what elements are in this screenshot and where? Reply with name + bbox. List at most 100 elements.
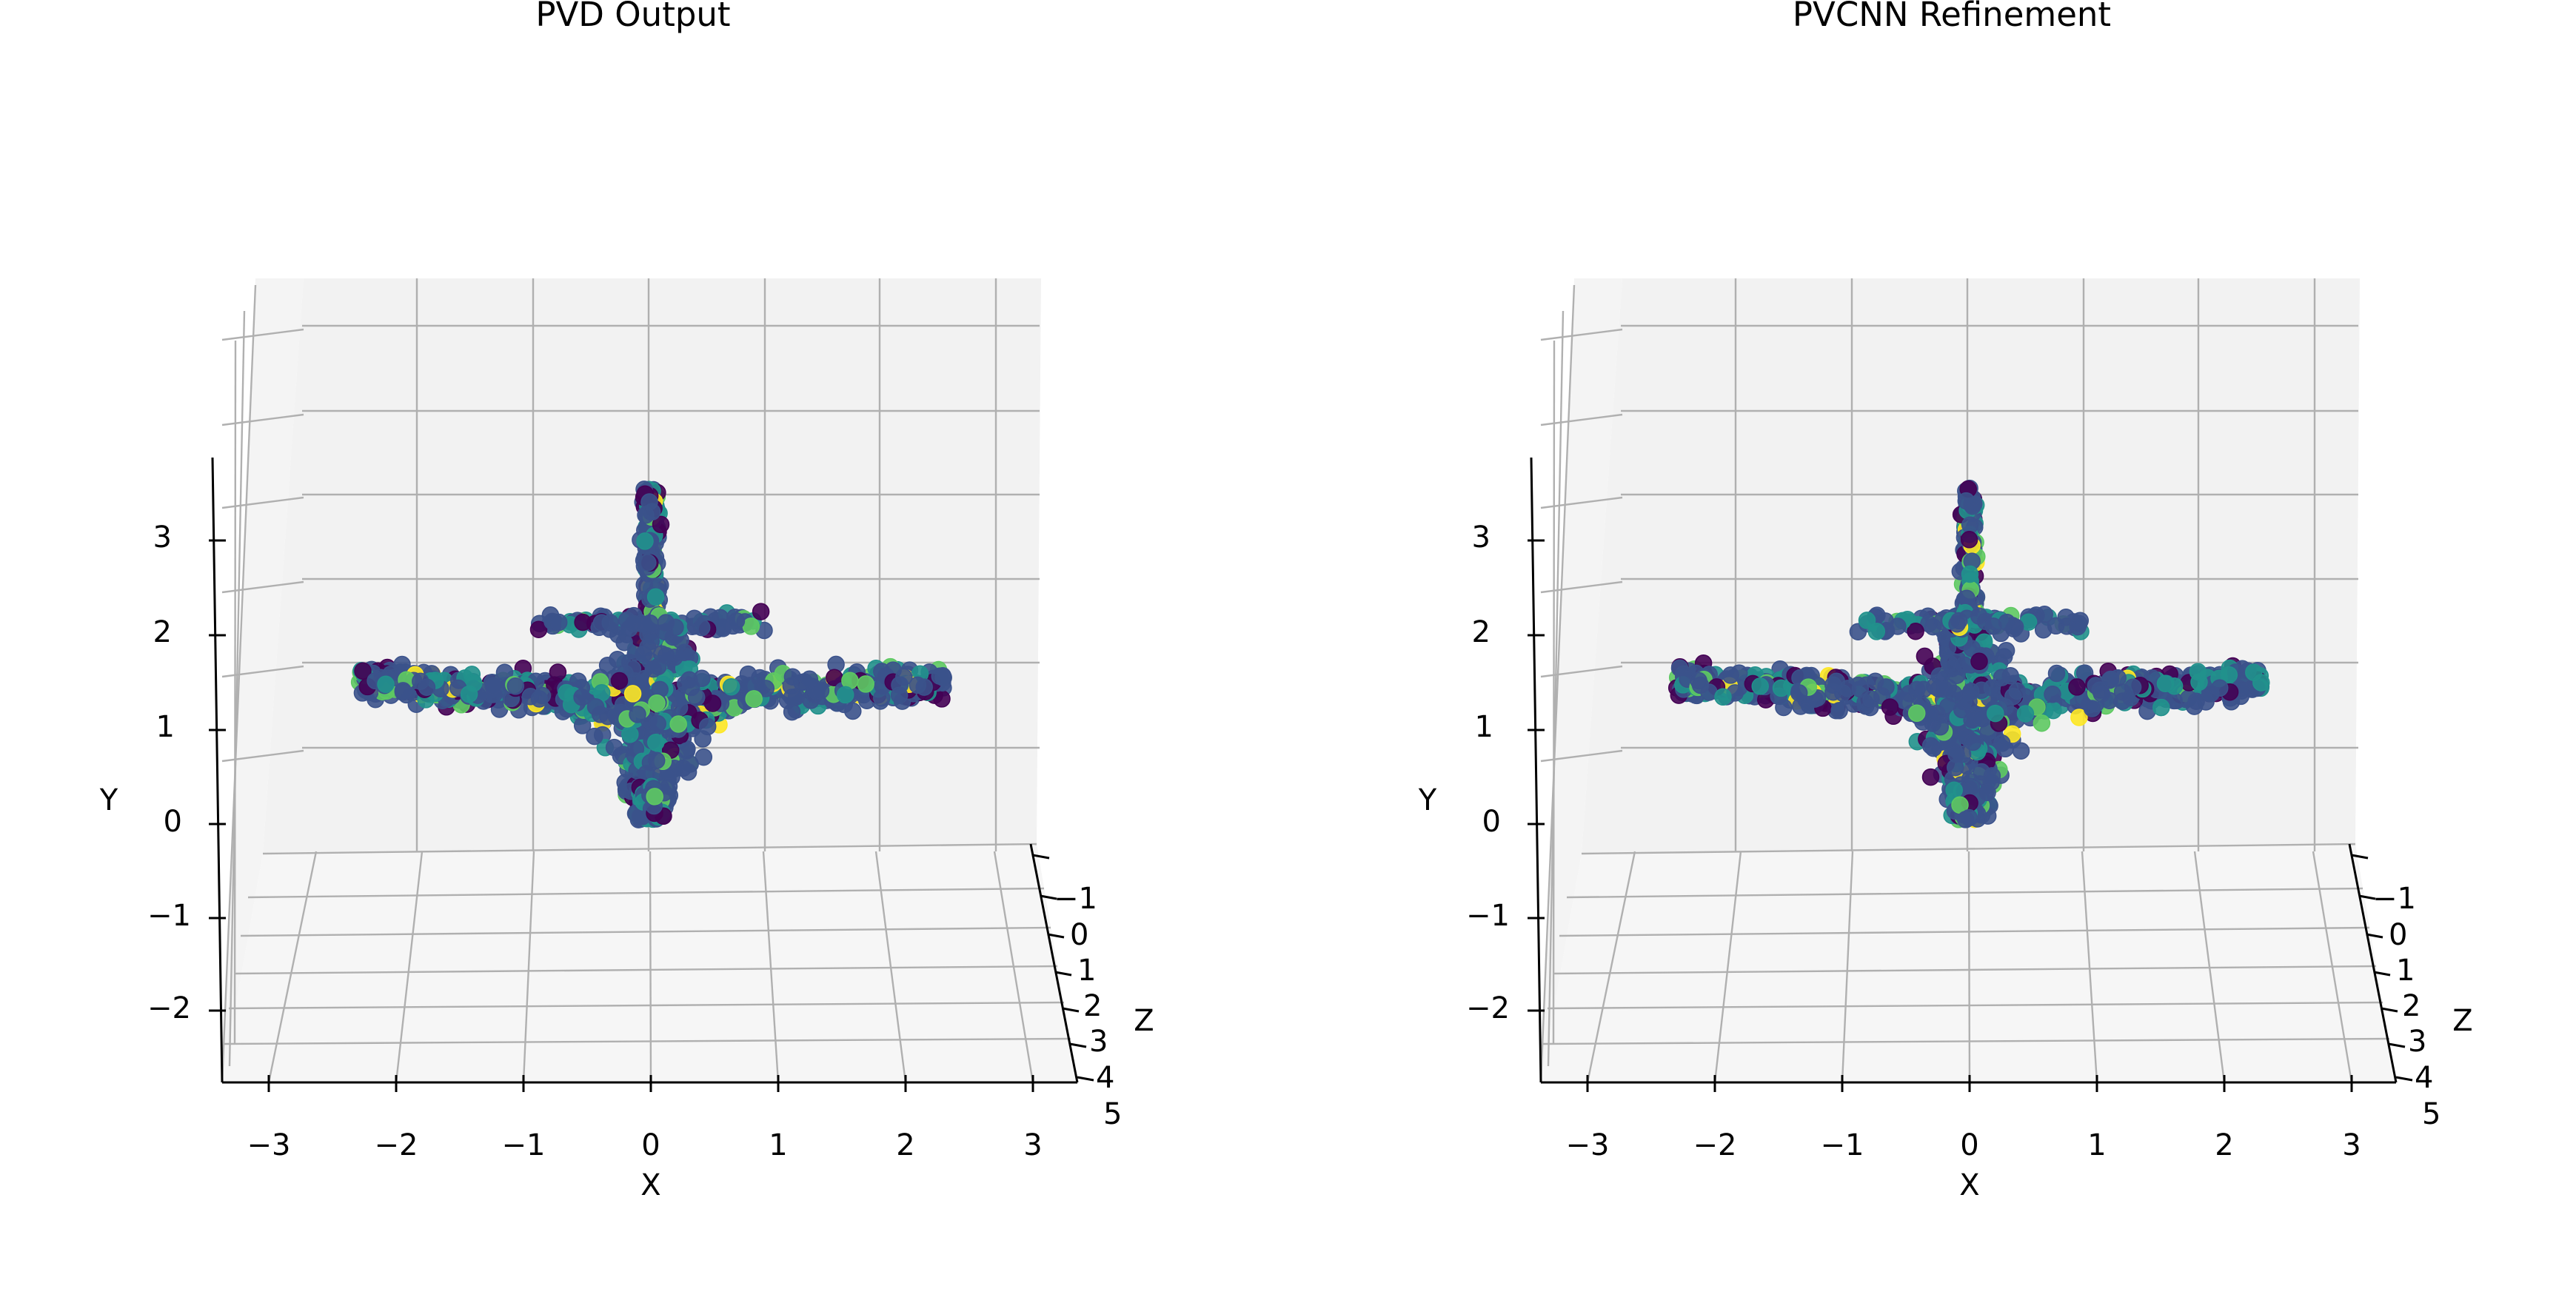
data-point — [2068, 678, 2086, 696]
data-point — [2211, 679, 2229, 697]
x-ticks: −3 −2 −1 0 1 2 3 — [247, 1128, 1043, 1162]
data-point — [682, 678, 700, 697]
z-tick-label: 2 — [1083, 989, 1102, 1023]
data-point — [2047, 664, 2066, 683]
data-point — [1830, 702, 1848, 720]
data-point — [678, 742, 696, 760]
y-tick-label: 1 — [1475, 710, 1493, 744]
z-tick — [2395, 1076, 2413, 1082]
data-point — [2187, 692, 2205, 710]
grid-line — [224, 1037, 1071, 1045]
y-ticks: −2 −1 0 1 2 3 — [147, 520, 191, 1025]
data-point — [647, 751, 666, 769]
z-tick-label: 3 — [1089, 1025, 1108, 1059]
data-point — [1881, 698, 1899, 716]
y-tick-label: −2 — [147, 991, 191, 1025]
y-axis-line — [1530, 457, 1542, 1083]
y-tick-label: −2 — [1466, 991, 1510, 1025]
data-point — [1945, 781, 1963, 800]
x-tick-label: 0 — [641, 1128, 660, 1162]
x-tick-label: −2 — [375, 1128, 418, 1162]
z-tick-label: 0 — [1070, 918, 1088, 952]
data-point — [2087, 677, 2105, 694]
x-axis-label: X — [640, 1168, 660, 1202]
data-point — [623, 660, 642, 677]
data-point — [1722, 666, 1739, 684]
data-point — [549, 663, 567, 681]
data-point — [641, 614, 659, 632]
data-point — [812, 682, 830, 700]
data-point — [2044, 686, 2061, 703]
data-point — [506, 677, 525, 695]
data-point — [2252, 674, 2270, 691]
grid-line — [228, 1001, 1065, 1010]
x-tick-label: 0 — [1960, 1128, 1978, 1162]
grid-line — [221, 284, 257, 1083]
data-point — [669, 715, 687, 733]
data-point — [1691, 676, 1710, 694]
z-tick-label: −1 — [1054, 882, 1097, 916]
data-point — [695, 748, 713, 766]
data-point — [1824, 676, 1842, 694]
data-point — [2033, 714, 2051, 732]
data-point — [586, 697, 605, 716]
z-tick-label: 2 — [2402, 989, 2421, 1023]
data-point — [783, 703, 801, 721]
x-tick-label: 1 — [2087, 1128, 2106, 1162]
data-point — [1970, 607, 1988, 625]
data-point — [1993, 734, 2011, 752]
y-tick-label: 2 — [1472, 615, 1491, 649]
data-point — [670, 699, 689, 717]
data-point — [857, 675, 874, 693]
side-pane — [222, 278, 304, 1082]
data-point — [1889, 617, 1907, 635]
data-point — [1970, 652, 1988, 671]
data-point — [1907, 622, 1924, 640]
data-point — [890, 686, 909, 704]
data-point — [2101, 670, 2120, 689]
z-tick-label: 5 — [2422, 1097, 2440, 1131]
axes-3d: −3 −2 −1 0 1 2 3 X −2 −1 0 1 2 3 Y −1 0 — [1418, 278, 2473, 1202]
y-tick-label: 0 — [164, 805, 182, 839]
y-tick-label: 2 — [153, 615, 172, 649]
data-point — [2008, 682, 2026, 700]
data-point — [1927, 704, 1946, 723]
data-point — [394, 683, 412, 701]
grid-line — [221, 665, 304, 678]
data-point — [638, 554, 657, 572]
x-tick-label: −3 — [1566, 1128, 1610, 1162]
data-point — [354, 662, 372, 680]
z-tick-label: 4 — [2415, 1061, 2433, 1095]
data-point — [610, 672, 629, 690]
x-tick-label: −2 — [1693, 1128, 1737, 1162]
data-point — [1907, 704, 1926, 723]
data-point — [844, 702, 862, 720]
data-point — [1987, 704, 2004, 723]
data-point — [698, 717, 717, 736]
y-axis-label: Y — [99, 783, 118, 817]
x-tick-label: 2 — [2215, 1128, 2233, 1162]
data-point — [639, 638, 657, 657]
grid-line — [221, 328, 304, 341]
data-point — [1978, 783, 1996, 802]
z-tick-label: 4 — [1096, 1061, 1114, 1095]
data-point — [377, 675, 395, 694]
data-point — [1958, 589, 1976, 607]
y-tick-label: 0 — [1482, 805, 1501, 839]
panel-pvd-output: PVD Output −3 −2 −1 0 1 2 3 X −2 −1 0 — [99, 0, 1154, 1202]
data-point — [609, 626, 627, 644]
data-point — [745, 690, 763, 708]
data-point — [1960, 531, 1978, 549]
data-point — [618, 611, 636, 629]
panel-pvcnn-refinement: PVCNN Refinement −3 −2 −1 0 1 2 3 X −2 −… — [1418, 0, 2473, 1202]
data-point — [574, 613, 592, 632]
data-point — [1947, 758, 1964, 777]
data-point — [1921, 737, 1940, 754]
data-point — [675, 643, 693, 661]
data-point — [646, 788, 663, 806]
z-tick-label: 1 — [1077, 954, 1096, 988]
grid-line — [221, 580, 304, 594]
data-point — [742, 617, 760, 635]
data-point — [598, 656, 617, 674]
x-tick-label: −3 — [247, 1128, 291, 1162]
